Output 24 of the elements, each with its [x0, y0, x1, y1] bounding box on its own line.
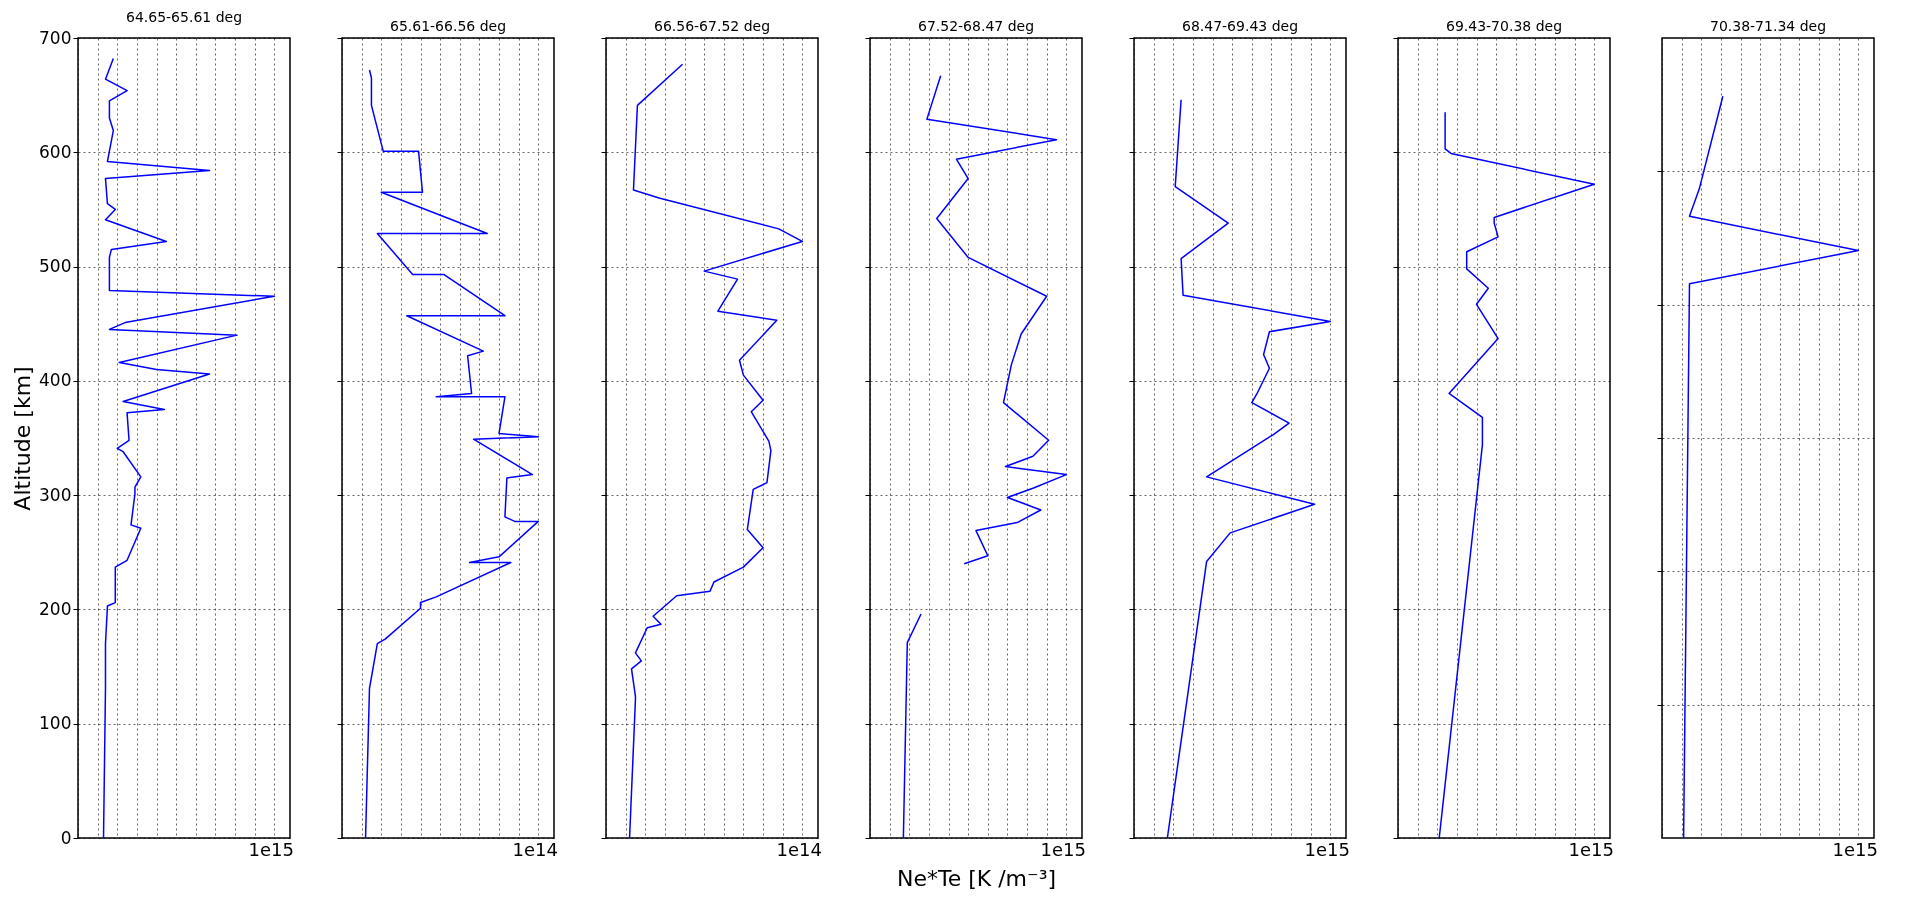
chart-title: 64.65-65.61 deg [125, 9, 243, 25]
y-tick-label: 400 [39, 370, 72, 391]
y-tick-label: 200 [39, 598, 72, 619]
y-tick-label: 300 [39, 484, 72, 505]
y-tick-label: 0 [60, 827, 72, 848]
y-tick-label: 600 [39, 141, 72, 162]
y-tick-label: 500 [39, 256, 72, 277]
text: 1e15 [1304, 839, 1350, 860]
text: 1e14 [512, 839, 558, 860]
chart-title: 70.38-71.34 deg [1709, 18, 1827, 34]
y-tick-label: 700 [39, 27, 72, 48]
chart-title: 69.43-70.38 deg [1445, 17, 1563, 34]
y-axis-title: Altitude [km] [10, 366, 36, 511]
chart-title: 66.56-67.52 deg [653, 17, 771, 34]
text: 1e15 [1832, 839, 1878, 860]
x-axis-title: Ne*Te [K /m⁻³] [896, 865, 1057, 891]
text: 1e14 [776, 839, 822, 860]
chart-title: 67.52-68.47 deg [917, 17, 1035, 34]
text: 1e15 [1040, 839, 1086, 860]
text: 1e15 [1568, 839, 1614, 860]
y-tick-label: 100 [39, 713, 72, 734]
chart-title: 65.61-66.56 deg [389, 17, 507, 34]
chart-title: 68.47-69.43 deg [1181, 17, 1299, 34]
text: 1e15 [248, 839, 294, 860]
